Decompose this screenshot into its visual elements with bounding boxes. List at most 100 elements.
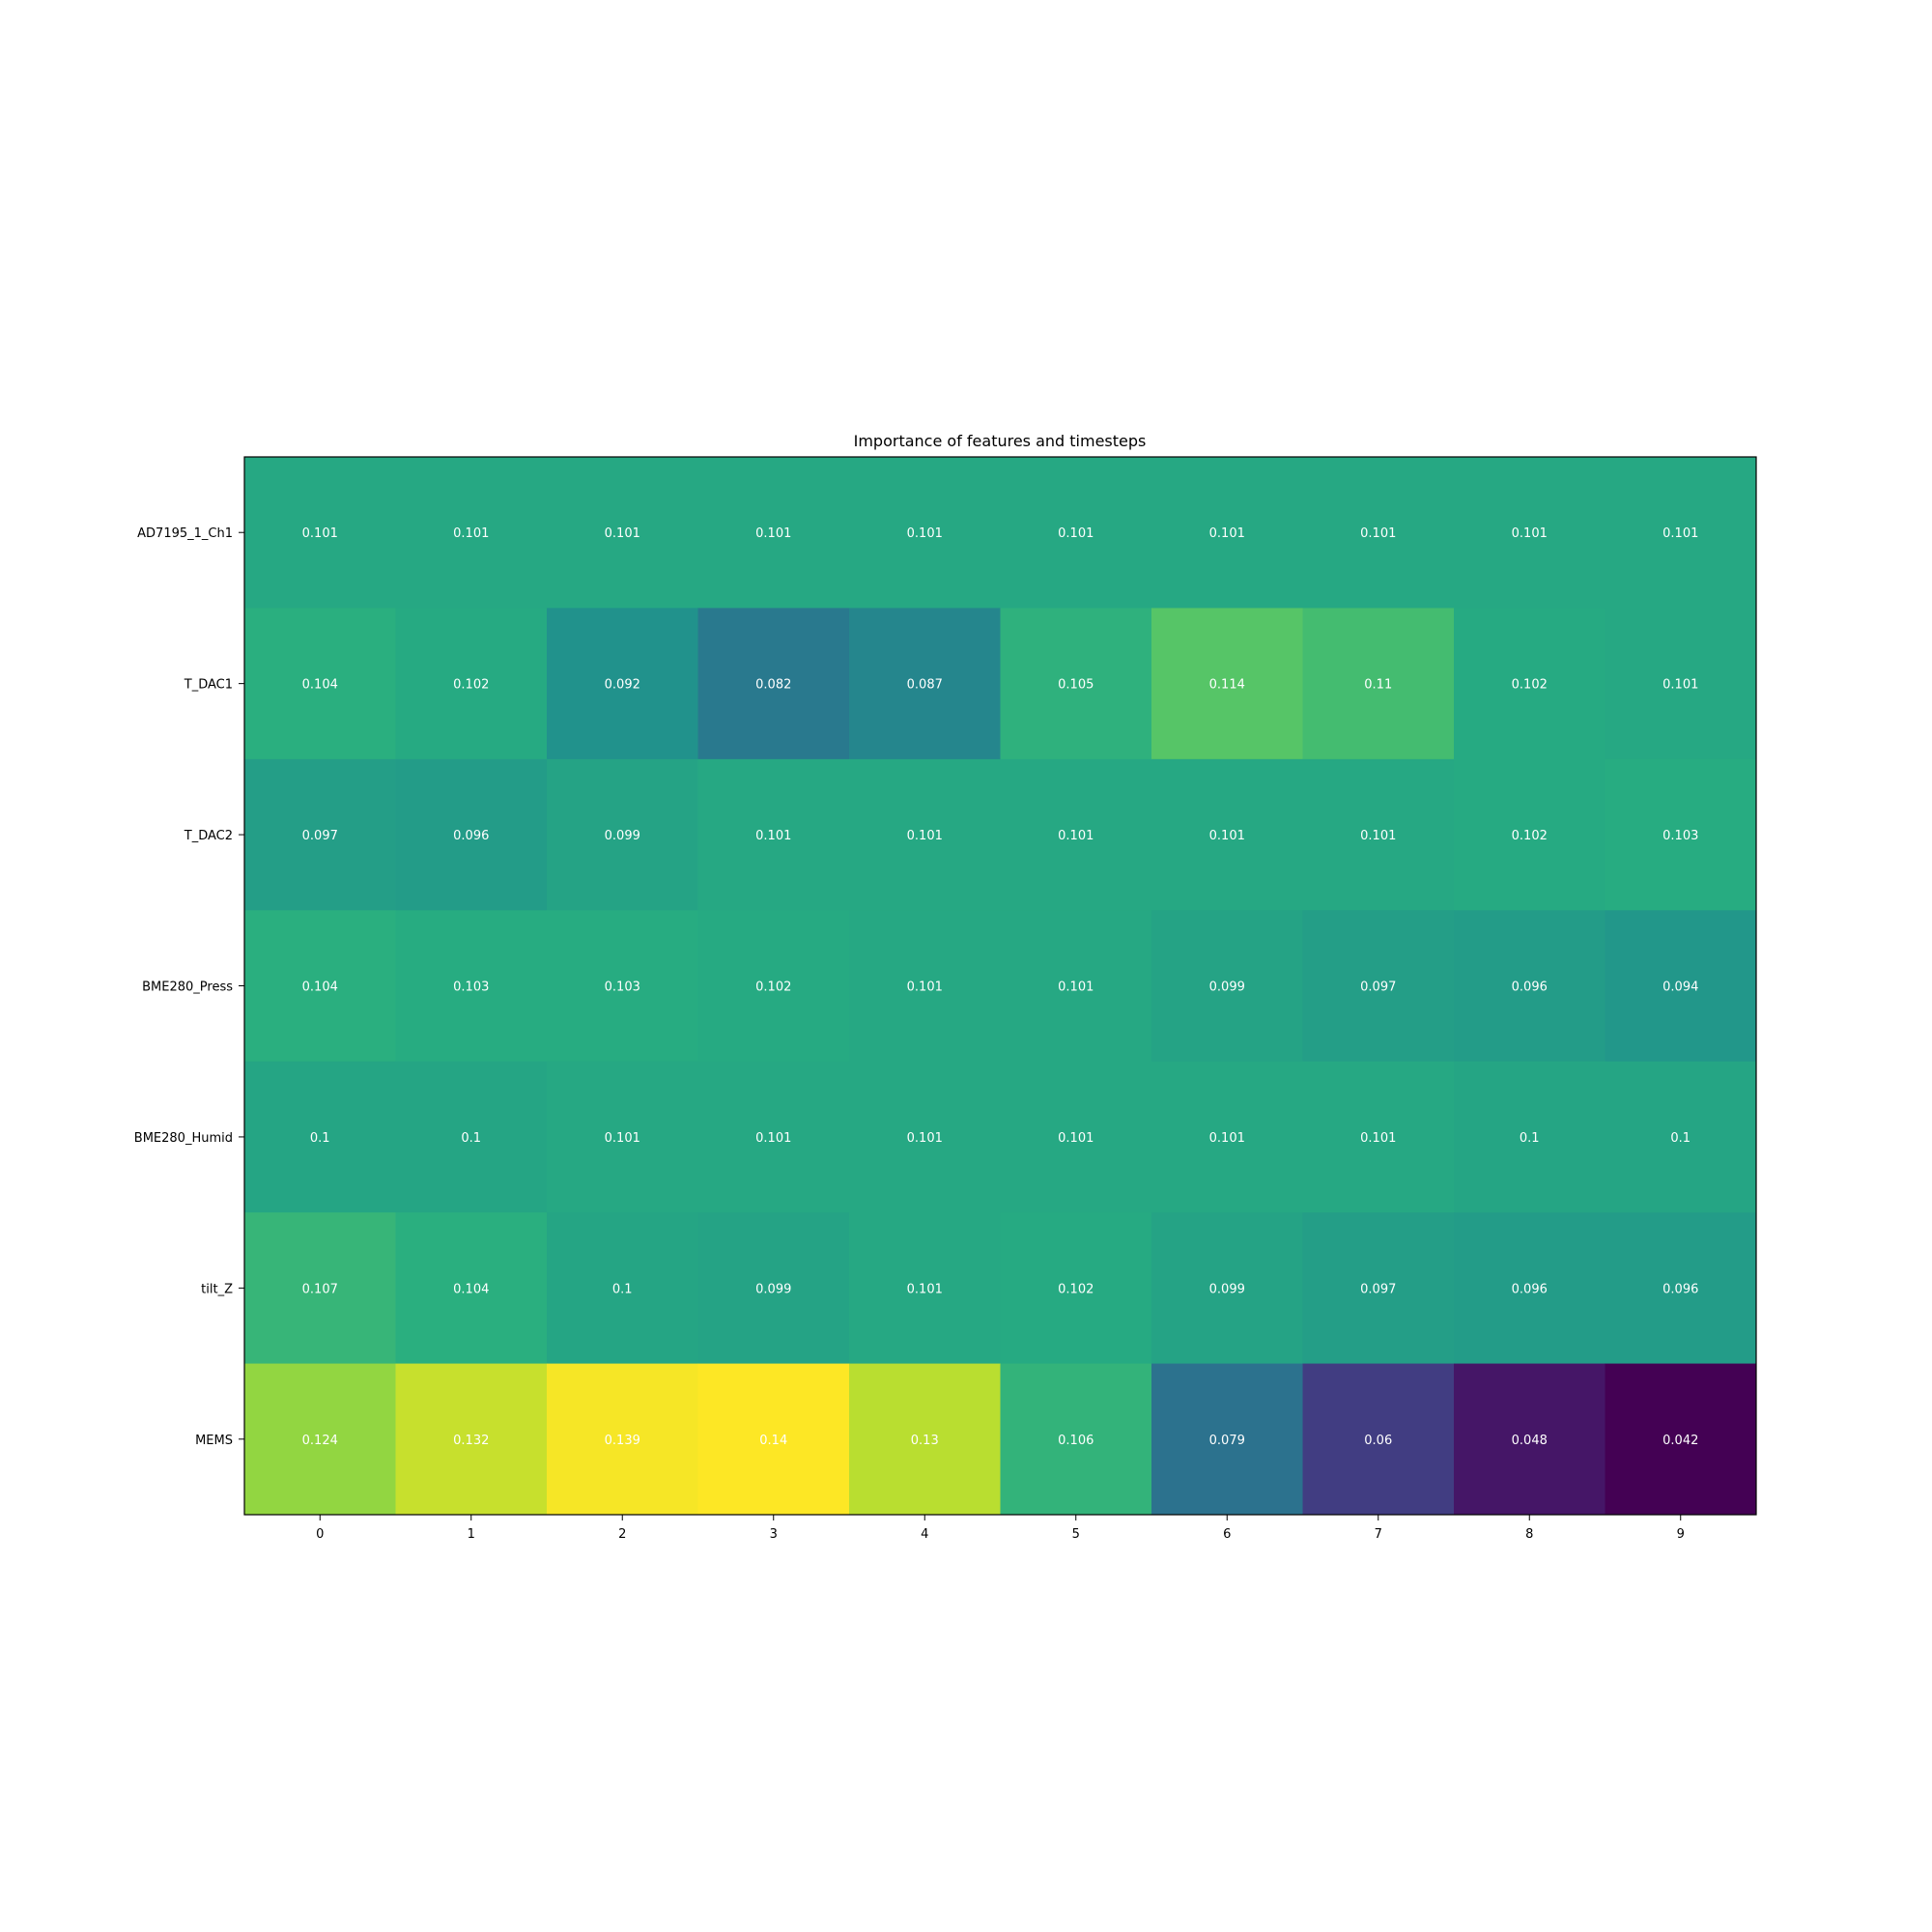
heatmap-cell <box>1302 1212 1455 1365</box>
cell-value-label: 0.097 <box>1360 1282 1396 1296</box>
y-tick-label: BME280_Press <box>142 980 233 995</box>
cell-value-label: 0.101 <box>1058 980 1094 995</box>
heatmap-cell <box>697 910 850 1063</box>
cell-value-label: 0.102 <box>755 980 791 995</box>
heatmap-cell <box>849 758 1001 911</box>
heatmap-cell <box>1454 1363 1605 1516</box>
heatmap-cell <box>1000 457 1152 609</box>
x-tick-label: 9 <box>1677 1527 1685 1542</box>
cell-value-label: 0.105 <box>1058 678 1094 693</box>
heatmap-cell <box>244 910 396 1063</box>
cell-value-label: 0.102 <box>1512 678 1548 693</box>
cell-value-label: 0.101 <box>907 980 943 995</box>
cell-value-label: 0.101 <box>907 1131 943 1146</box>
heatmap-value-labels: 0.101 0.101 0.101 0.101 0.101 0.101 0.101 0.101… <box>302 526 1699 1448</box>
x-axis: 0 1 2 3 4 5 6 7 8 9 <box>316 1515 1685 1542</box>
heatmap-cell <box>1151 457 1303 609</box>
cell-value-label: 0.099 <box>1209 1282 1245 1296</box>
x-tick-label: 1 <box>468 1527 475 1542</box>
heatmap-cell <box>1605 1363 1757 1516</box>
cell-value-label: 0.101 <box>1209 829 1245 843</box>
cell-value-label: 0.101 <box>302 526 338 541</box>
cell-value-label: 0.096 <box>1512 980 1548 995</box>
cell-value-label: 0.101 <box>1209 526 1245 541</box>
x-tick-label: 8 <box>1525 1527 1533 1542</box>
cell-value-label: 0.048 <box>1512 1434 1548 1448</box>
x-tick-label: 6 <box>1223 1527 1231 1542</box>
cell-value-label: 0.102 <box>453 678 489 693</box>
cell-value-label: 0.1 <box>461 1131 481 1146</box>
heatmap-cell <box>697 1212 850 1365</box>
heatmap-cell <box>395 608 548 760</box>
heatmap-cells <box>244 457 1757 1516</box>
heatmap-cell <box>244 1212 396 1365</box>
cell-value-label: 0.114 <box>1209 678 1245 693</box>
y-tick-label: BME280_Humid <box>134 1131 233 1146</box>
cell-value-label: 0.101 <box>755 526 791 541</box>
cell-value-label: 0.101 <box>1058 526 1094 541</box>
heatmap-cell <box>395 758 548 911</box>
cell-value-label: 0.096 <box>453 829 489 843</box>
cell-value-label: 0.101 <box>1058 829 1094 843</box>
heatmap-cell <box>849 1061 1001 1213</box>
x-tick-label: 2 <box>618 1527 626 1542</box>
cell-value-label: 0.101 <box>1360 829 1396 843</box>
cell-value-label: 0.101 <box>1662 678 1698 693</box>
cell-value-label: 0.103 <box>605 980 640 995</box>
cell-value-label: 0.1 <box>1520 1131 1540 1146</box>
cell-value-label: 0.092 <box>605 678 640 693</box>
cell-value-label: 0.099 <box>605 829 640 843</box>
heatmap-cell <box>1000 758 1152 911</box>
cell-value-label: 0.082 <box>755 678 791 693</box>
heatmap-cell <box>244 1363 396 1516</box>
cell-value-label: 0.1 <box>310 1131 330 1146</box>
heatmap-cell <box>1151 1212 1303 1365</box>
x-tick-label: 0 <box>316 1527 324 1542</box>
cell-value-label: 0.101 <box>755 1131 791 1146</box>
heatmap-cell <box>1302 758 1455 911</box>
heatmap-cell <box>849 1212 1001 1365</box>
cell-value-label: 0.101 <box>1058 1131 1094 1146</box>
cell-value-label: 0.11 <box>1364 678 1392 693</box>
heatmap-cell <box>1605 1061 1757 1213</box>
heatmap-cell <box>697 608 850 760</box>
cell-value-label: 0.101 <box>1360 526 1396 541</box>
heatmap-cell <box>697 758 850 911</box>
y-tick-label: T_DAC1 <box>184 678 233 693</box>
cell-value-label: 0.14 <box>759 1434 787 1448</box>
heatmap-cell <box>697 1363 850 1516</box>
cell-value-label: 0.096 <box>1512 1282 1548 1296</box>
heatmap-cell <box>395 457 548 609</box>
heatmap-cell <box>1151 1061 1303 1213</box>
heatmap-cell <box>547 457 698 609</box>
cell-value-label: 0.099 <box>755 1282 791 1296</box>
cell-value-label: 0.104 <box>302 678 338 693</box>
cell-value-label: 0.101 <box>907 829 943 843</box>
heatmap-cell <box>395 1212 548 1365</box>
heatmap-cell <box>1000 1363 1152 1516</box>
cell-value-label: 0.101 <box>1662 526 1698 541</box>
cell-value-label: 0.101 <box>1512 526 1548 541</box>
heatmap-cell <box>1605 457 1757 609</box>
heatmap-cell <box>1151 758 1303 911</box>
cell-value-label: 0.101 <box>605 1131 640 1146</box>
cell-value-label: 0.101 <box>755 829 791 843</box>
cell-value-label: 0.101 <box>1360 1131 1396 1146</box>
heatmap-cell <box>244 608 396 760</box>
x-tick-label: 4 <box>921 1527 928 1542</box>
heatmap-cell <box>1454 758 1605 911</box>
x-tick-label: 5 <box>1072 1527 1080 1542</box>
cell-value-label: 0.042 <box>1662 1434 1698 1448</box>
heatmap-cell <box>1605 758 1757 911</box>
cell-value-label: 0.104 <box>302 980 338 995</box>
heatmap-cell <box>244 758 396 911</box>
cell-value-label: 0.102 <box>1058 1282 1094 1296</box>
heatmap-cell <box>1454 457 1605 609</box>
y-axis: AD7195_1_Ch1 T_DAC1 T_DAC2 BME280_Press BME2… <box>134 526 244 1448</box>
cell-value-label: 0.087 <box>907 678 943 693</box>
cell-value-label: 0.101 <box>907 526 943 541</box>
cell-value-label: 0.107 <box>302 1282 338 1296</box>
heatmap-cell <box>395 1363 548 1516</box>
heatmap-cell <box>395 910 548 1063</box>
